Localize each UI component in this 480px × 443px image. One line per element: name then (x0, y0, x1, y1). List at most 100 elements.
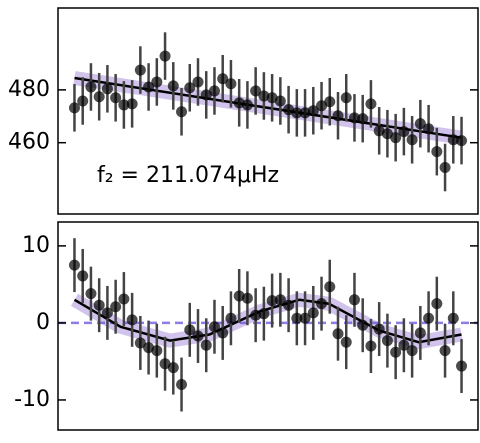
point (398, 339, 410, 351)
point (365, 340, 377, 352)
point (143, 81, 155, 93)
fit-line (74, 76, 462, 139)
point (423, 312, 435, 324)
point (110, 92, 122, 104)
point (324, 281, 336, 293)
point (118, 99, 130, 111)
point (274, 95, 286, 107)
point (439, 345, 451, 357)
point (208, 321, 220, 333)
point (77, 270, 89, 282)
point (225, 312, 237, 324)
point (390, 346, 402, 358)
point (266, 92, 278, 104)
point (217, 327, 229, 339)
point (258, 308, 270, 320)
point (307, 307, 319, 319)
y-tick-label: 10 (22, 233, 50, 258)
point (348, 112, 360, 124)
point (68, 102, 80, 114)
point (398, 126, 410, 138)
point (390, 132, 402, 144)
point (456, 135, 468, 147)
plot-area (68, 32, 468, 192)
point (365, 98, 377, 110)
point (167, 362, 179, 374)
point (176, 106, 188, 118)
y-tick-label: 480 (8, 77, 50, 102)
point (241, 292, 253, 304)
point (324, 96, 336, 108)
point (208, 85, 220, 97)
point (233, 290, 245, 302)
point (431, 298, 443, 310)
point (283, 299, 295, 311)
point (134, 337, 146, 349)
point (77, 95, 89, 107)
point (184, 82, 196, 94)
point (456, 360, 468, 372)
point (414, 327, 426, 339)
point (406, 134, 418, 146)
y-tick-label: 460 (8, 130, 50, 155)
point (101, 83, 113, 95)
point (439, 162, 451, 174)
point (192, 76, 204, 88)
point (381, 335, 393, 347)
frame (57, 221, 479, 431)
panel: 460 480 f₂ = 211.074μHz (8, 7, 479, 215)
point (118, 293, 130, 305)
point (316, 100, 328, 112)
point (357, 319, 369, 331)
point (126, 98, 138, 110)
panel: -10 0 10 (14, 221, 479, 431)
point (217, 73, 229, 85)
point (316, 298, 328, 310)
point (159, 358, 171, 370)
point (250, 85, 262, 97)
point (414, 118, 426, 130)
point (151, 345, 163, 357)
point (68, 259, 80, 271)
point (406, 345, 418, 357)
point (447, 134, 459, 146)
point (192, 330, 204, 342)
point (266, 295, 278, 307)
point (184, 324, 196, 336)
plot-area (58, 238, 478, 412)
point (274, 294, 286, 306)
point (307, 105, 319, 117)
point (291, 312, 303, 324)
point (447, 312, 459, 324)
point (340, 92, 352, 104)
y-tick-label: -10 (14, 387, 50, 412)
point (291, 107, 303, 119)
point (431, 146, 443, 158)
point (200, 89, 212, 101)
frame (57, 7, 479, 215)
point (258, 90, 270, 102)
point (373, 323, 385, 335)
point (101, 307, 113, 319)
point (332, 110, 344, 122)
point (159, 50, 171, 62)
point (233, 97, 245, 109)
point (151, 76, 163, 88)
point (332, 328, 344, 340)
point (299, 107, 311, 119)
annotation: f₂ = 211.074μHz (97, 163, 279, 188)
point (225, 78, 237, 90)
point (381, 128, 393, 140)
point (348, 294, 360, 306)
point (85, 81, 97, 93)
point (250, 309, 262, 321)
point (93, 299, 105, 311)
point (299, 312, 311, 324)
point (423, 123, 435, 135)
point (134, 64, 146, 76)
y-tick-label: 0 (36, 310, 50, 335)
point (126, 314, 138, 326)
point (357, 113, 369, 125)
point (283, 104, 295, 116)
